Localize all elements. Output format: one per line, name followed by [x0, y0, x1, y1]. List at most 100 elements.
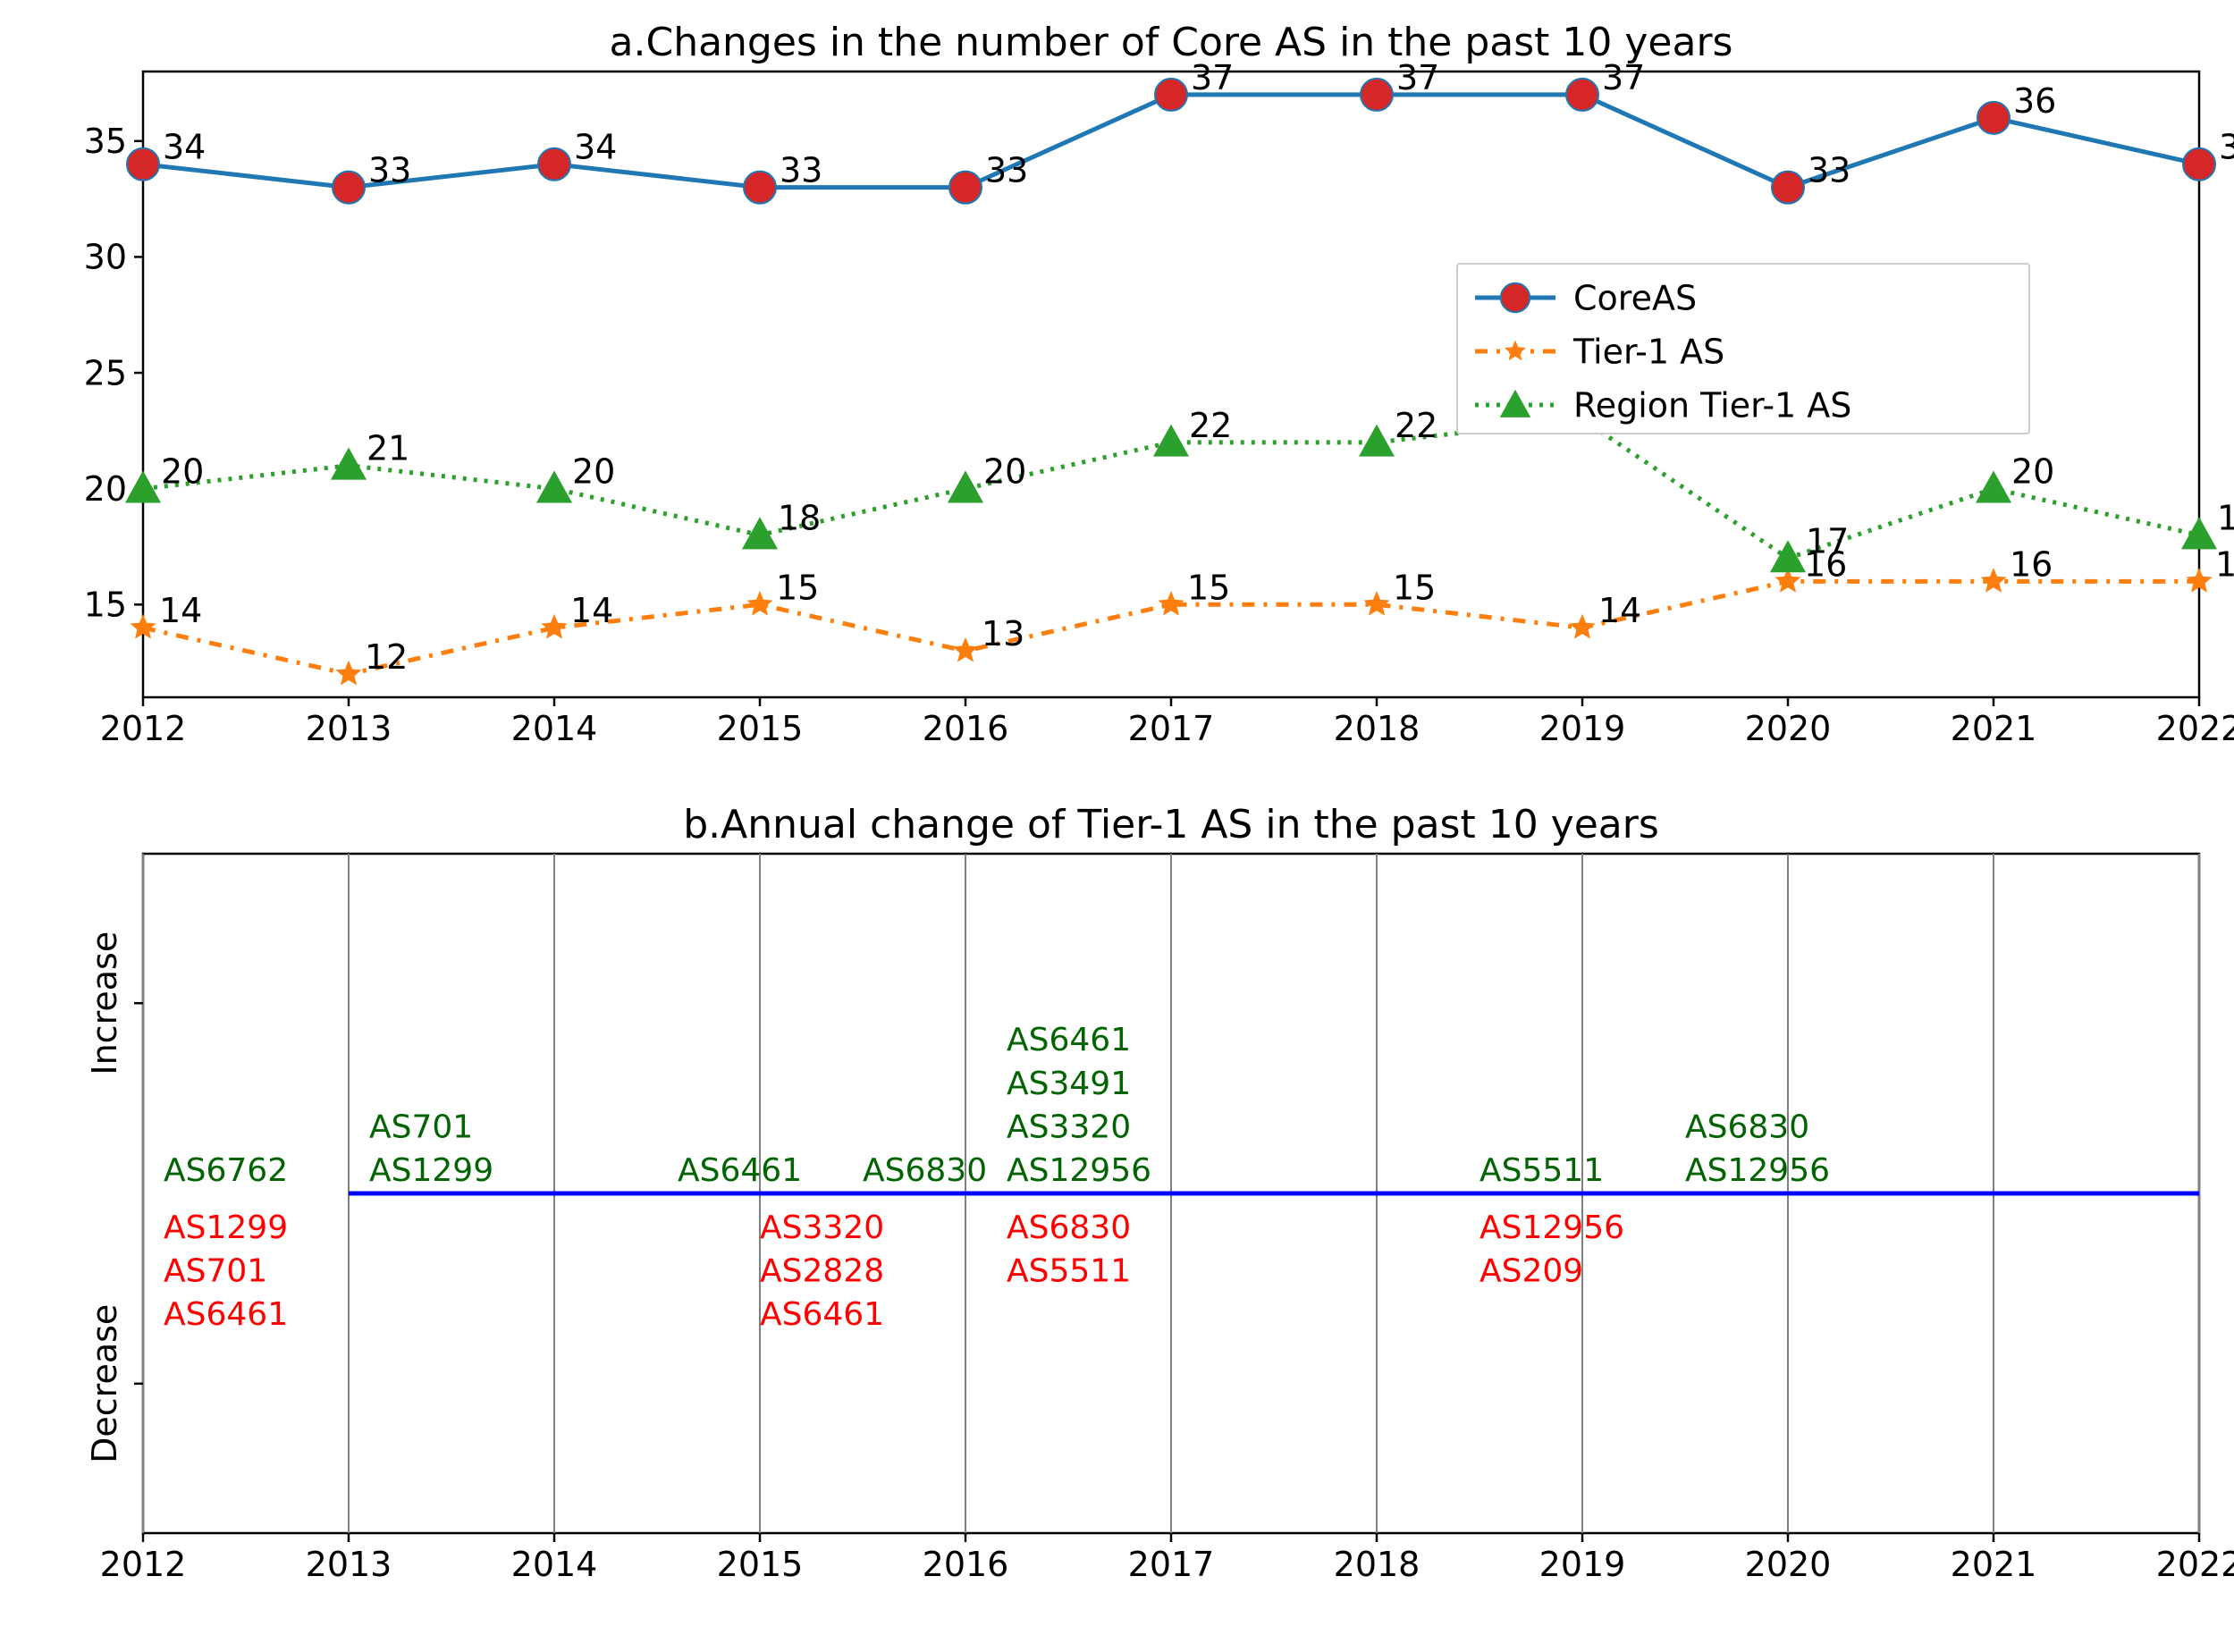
series-tier-1-as: 1412141513151514161616 — [131, 544, 2234, 684]
data-label: 15 — [776, 568, 819, 607]
chart-a-xtick: 2012 — [100, 709, 187, 748]
marker-circle — [127, 148, 159, 181]
chart-a-xtick: 2019 — [1539, 709, 1626, 748]
chart-b: b.Annual change of Tier-1 AS in the past… — [85, 802, 2234, 1584]
data-label: 37 — [1602, 58, 1645, 97]
data-label: 20 — [572, 452, 615, 492]
legend-label: CoreAS — [1573, 278, 1697, 317]
marker-star — [543, 615, 567, 637]
chart-b-xtick: 2012 — [100, 1545, 187, 1584]
marker-circle — [1566, 79, 1598, 111]
marker-star — [337, 662, 361, 684]
data-label: 21 — [367, 429, 409, 468]
annot-decrease: AS701 — [164, 1253, 267, 1290]
marker-star — [748, 592, 772, 614]
data-label: 20 — [2011, 452, 2054, 492]
figure-root: a.Changes in the number of Core AS in th… — [0, 0, 2234, 1652]
chart-a-ytick: 30 — [84, 238, 127, 277]
data-label: 18 — [778, 499, 821, 538]
data-label: 17 — [1806, 521, 1849, 560]
data-label: 16 — [2215, 544, 2234, 584]
data-label: 15 — [1187, 568, 1230, 607]
annot-decrease: AS6461 — [760, 1296, 884, 1333]
chart-a-xtick: 2014 — [511, 709, 598, 748]
chart-a-xtick: 2013 — [306, 709, 392, 748]
annot-decrease: AS1299 — [164, 1210, 288, 1246]
marker-circle — [949, 172, 982, 204]
chart-a-legend: CoreAS Tier-1 AS Region Tier-1 AS — [1457, 264, 2029, 434]
chart-b-ytick: Decrease — [85, 1304, 124, 1463]
chart-b-xtick: 2013 — [306, 1545, 392, 1584]
annot-increase: AS6762 — [164, 1152, 288, 1189]
annot-increase: AS701 — [369, 1108, 473, 1145]
chart-a-ytick: 15 — [84, 586, 127, 625]
data-label: 15 — [1393, 568, 1436, 607]
chart-b-xtick: 2015 — [717, 1545, 804, 1584]
data-label: 16 — [2010, 544, 2053, 584]
annot-decrease: AS12956 — [1479, 1210, 1624, 1246]
marker-circle — [1772, 172, 1804, 204]
data-label: 34 — [574, 128, 617, 167]
annot-increase: AS6830 — [863, 1152, 987, 1189]
data-label: 12 — [365, 637, 408, 677]
marker-star — [1365, 592, 1389, 614]
annot-increase: AS6830 — [1685, 1108, 1809, 1145]
data-label: 34 — [2219, 128, 2234, 167]
data-label: 13 — [982, 614, 1024, 653]
annot-decrease: AS6461 — [164, 1296, 288, 1333]
chart-a-title: a.Changes in the number of Core AS in th… — [610, 20, 1733, 65]
data-label: 20 — [161, 452, 204, 492]
annot-decrease: AS3320 — [760, 1210, 884, 1246]
annot-increase: AS12956 — [1685, 1152, 1830, 1189]
data-label: 18 — [2217, 499, 2234, 538]
chart-b-xtick: 2021 — [1951, 1545, 2037, 1584]
data-label: 33 — [780, 151, 822, 190]
annot-increase: AS3491 — [1007, 1066, 1131, 1102]
data-label: 14 — [570, 591, 613, 630]
annot-increase: AS5511 — [1479, 1152, 1604, 1189]
annot-decrease: AS2828 — [760, 1253, 884, 1290]
chart-b-xtick: 2018 — [1334, 1545, 1420, 1584]
chart-b-xtick: 2022 — [2156, 1545, 2234, 1584]
chart-a-xtick: 2015 — [717, 709, 804, 748]
marker-star — [954, 638, 978, 661]
annot-increase: AS6461 — [678, 1152, 802, 1189]
annot-decrease: AS209 — [1479, 1253, 1583, 1290]
data-label: 33 — [368, 151, 411, 190]
chart-b-xtick: 2020 — [1745, 1545, 1832, 1584]
data-label: 36 — [2013, 81, 2056, 121]
chart-a-ytick: 20 — [84, 469, 127, 509]
marker-circle — [2183, 148, 2215, 181]
chart-b-ytick: Increase — [85, 931, 124, 1075]
data-label: 37 — [1396, 58, 1439, 97]
marker-triangle — [1154, 426, 1188, 457]
data-label: 22 — [1395, 406, 1437, 445]
marker-triangle — [537, 471, 571, 502]
chart-a-xtick: 2022 — [2156, 709, 2234, 748]
chart-a-xtick: 2021 — [1951, 709, 2037, 748]
data-label: 20 — [983, 452, 1026, 492]
chart-b-xtick: 2014 — [511, 1545, 598, 1584]
marker-star — [1159, 592, 1184, 614]
data-label: 14 — [1598, 591, 1641, 630]
marker-circle — [1361, 79, 1393, 111]
annot-decrease: AS5511 — [1007, 1253, 1131, 1290]
chart-a-ytick: 35 — [84, 122, 127, 161]
legend-label: Tier-1 AS — [1572, 332, 1724, 371]
marker-star — [1571, 615, 1595, 637]
chart-a-xtick: 2018 — [1334, 709, 1420, 748]
marker-triangle — [332, 449, 366, 480]
annot-increase: AS1299 — [369, 1152, 493, 1189]
chart-a-xtick: 2020 — [1745, 709, 1832, 748]
data-label: 33 — [985, 151, 1028, 190]
legend-label: Region Tier-1 AS — [1573, 385, 1851, 425]
chart-a-xtick: 2017 — [1128, 709, 1215, 748]
chart-b-xtick: 2019 — [1539, 1545, 1626, 1584]
marker-triangle — [1977, 471, 2011, 502]
chart-a-xtick: 2016 — [923, 709, 1009, 748]
chart-b-title: b.Annual change of Tier-1 AS in the past… — [683, 802, 1659, 847]
marker-triangle — [948, 471, 982, 502]
data-label: 22 — [1189, 406, 1232, 445]
annot-increase: AS3320 — [1007, 1108, 1131, 1145]
annot-decrease: AS6830 — [1007, 1210, 1131, 1246]
